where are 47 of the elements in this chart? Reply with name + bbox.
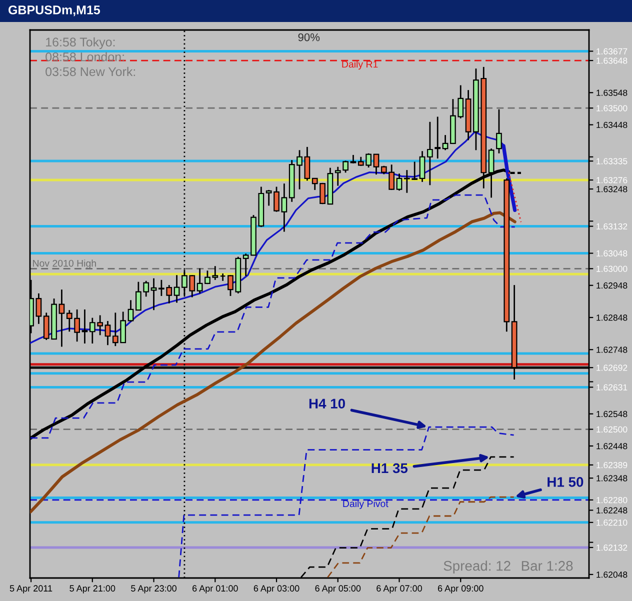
x-tick-label: 5 Apr 23:00: [131, 585, 177, 594]
annotation: Bar 1:28: [522, 560, 573, 571]
x-tick-label: 6 Apr 03:00: [254, 585, 300, 594]
ref-line-label: Daily Pivot: [343, 500, 388, 510]
x-tick-label: 5 Apr 21:00: [70, 585, 116, 594]
y-tick-label: 1.63132: [596, 223, 628, 230]
annotation: 16:58 Tokyo:: [46, 37, 115, 49]
annotation: H1 35: [372, 463, 408, 474]
annotation: 90%: [298, 33, 320, 42]
y-tick-label: 1.63548: [596, 90, 628, 96]
y-tick-label: 1.63448: [596, 122, 628, 128]
y-tick-label: 1.62048: [596, 572, 628, 578]
y-tick-label: 1.62132: [596, 544, 628, 551]
y-tick-label: 1.63248: [596, 186, 628, 192]
y-tick-label: 1.63677: [596, 48, 628, 54]
y-tick-label: 1.63000: [596, 266, 628, 272]
y-tick-label: 1.62280: [596, 497, 628, 504]
y-tick-label: 1.62748: [596, 346, 628, 353]
x-tick-label: 5 Apr 2011: [10, 585, 52, 594]
x-tick-label: 6 Apr 05:00: [315, 585, 361, 594]
y-tick-label: 1.62448: [596, 443, 628, 450]
y-tick-label: 1.62948: [596, 282, 628, 289]
annotation: H4 10: [309, 398, 345, 409]
annotation: 08:58 London:: [46, 52, 124, 62]
y-tick-label: 1.62548: [596, 410, 628, 418]
y-tick-label: 1.62248: [596, 507, 628, 514]
y-tick-label: 1.62348: [596, 475, 628, 482]
y-tick-label: 1.62389: [596, 462, 628, 468]
ref-line-label: Nov 2010 High: [33, 260, 96, 269]
y-tick-label: 1.62848: [596, 314, 628, 321]
annotation: Spread: 12: [444, 560, 510, 574]
y-tick-label: 1.63048: [596, 250, 628, 257]
x-tick-label: 6 Apr 09:00: [438, 585, 484, 594]
annotation: H1 50: [548, 477, 584, 487]
y-tick-label: 1.62692: [596, 364, 628, 371]
y-tick-label: 1.62500: [596, 426, 628, 433]
ref-line-label: Daily R1: [342, 60, 378, 70]
annotation: 03:58 New York:: [46, 66, 135, 76]
chart-title: GBPUSDm,M15: [8, 6, 100, 16]
y-tick-label: 1.63335: [596, 158, 628, 164]
y-tick-label: 1.63276: [596, 177, 628, 184]
x-tick-label: 6 Apr 01:00: [192, 585, 238, 594]
y-tick-label: 1.62210: [596, 519, 628, 526]
y-tick-label: 1.63648: [596, 58, 628, 64]
y-tick-label: 1.62631: [596, 384, 628, 390]
y-tick-label: 1.63500: [596, 105, 628, 112]
x-tick-label: 6 Apr 07:00: [376, 585, 422, 594]
